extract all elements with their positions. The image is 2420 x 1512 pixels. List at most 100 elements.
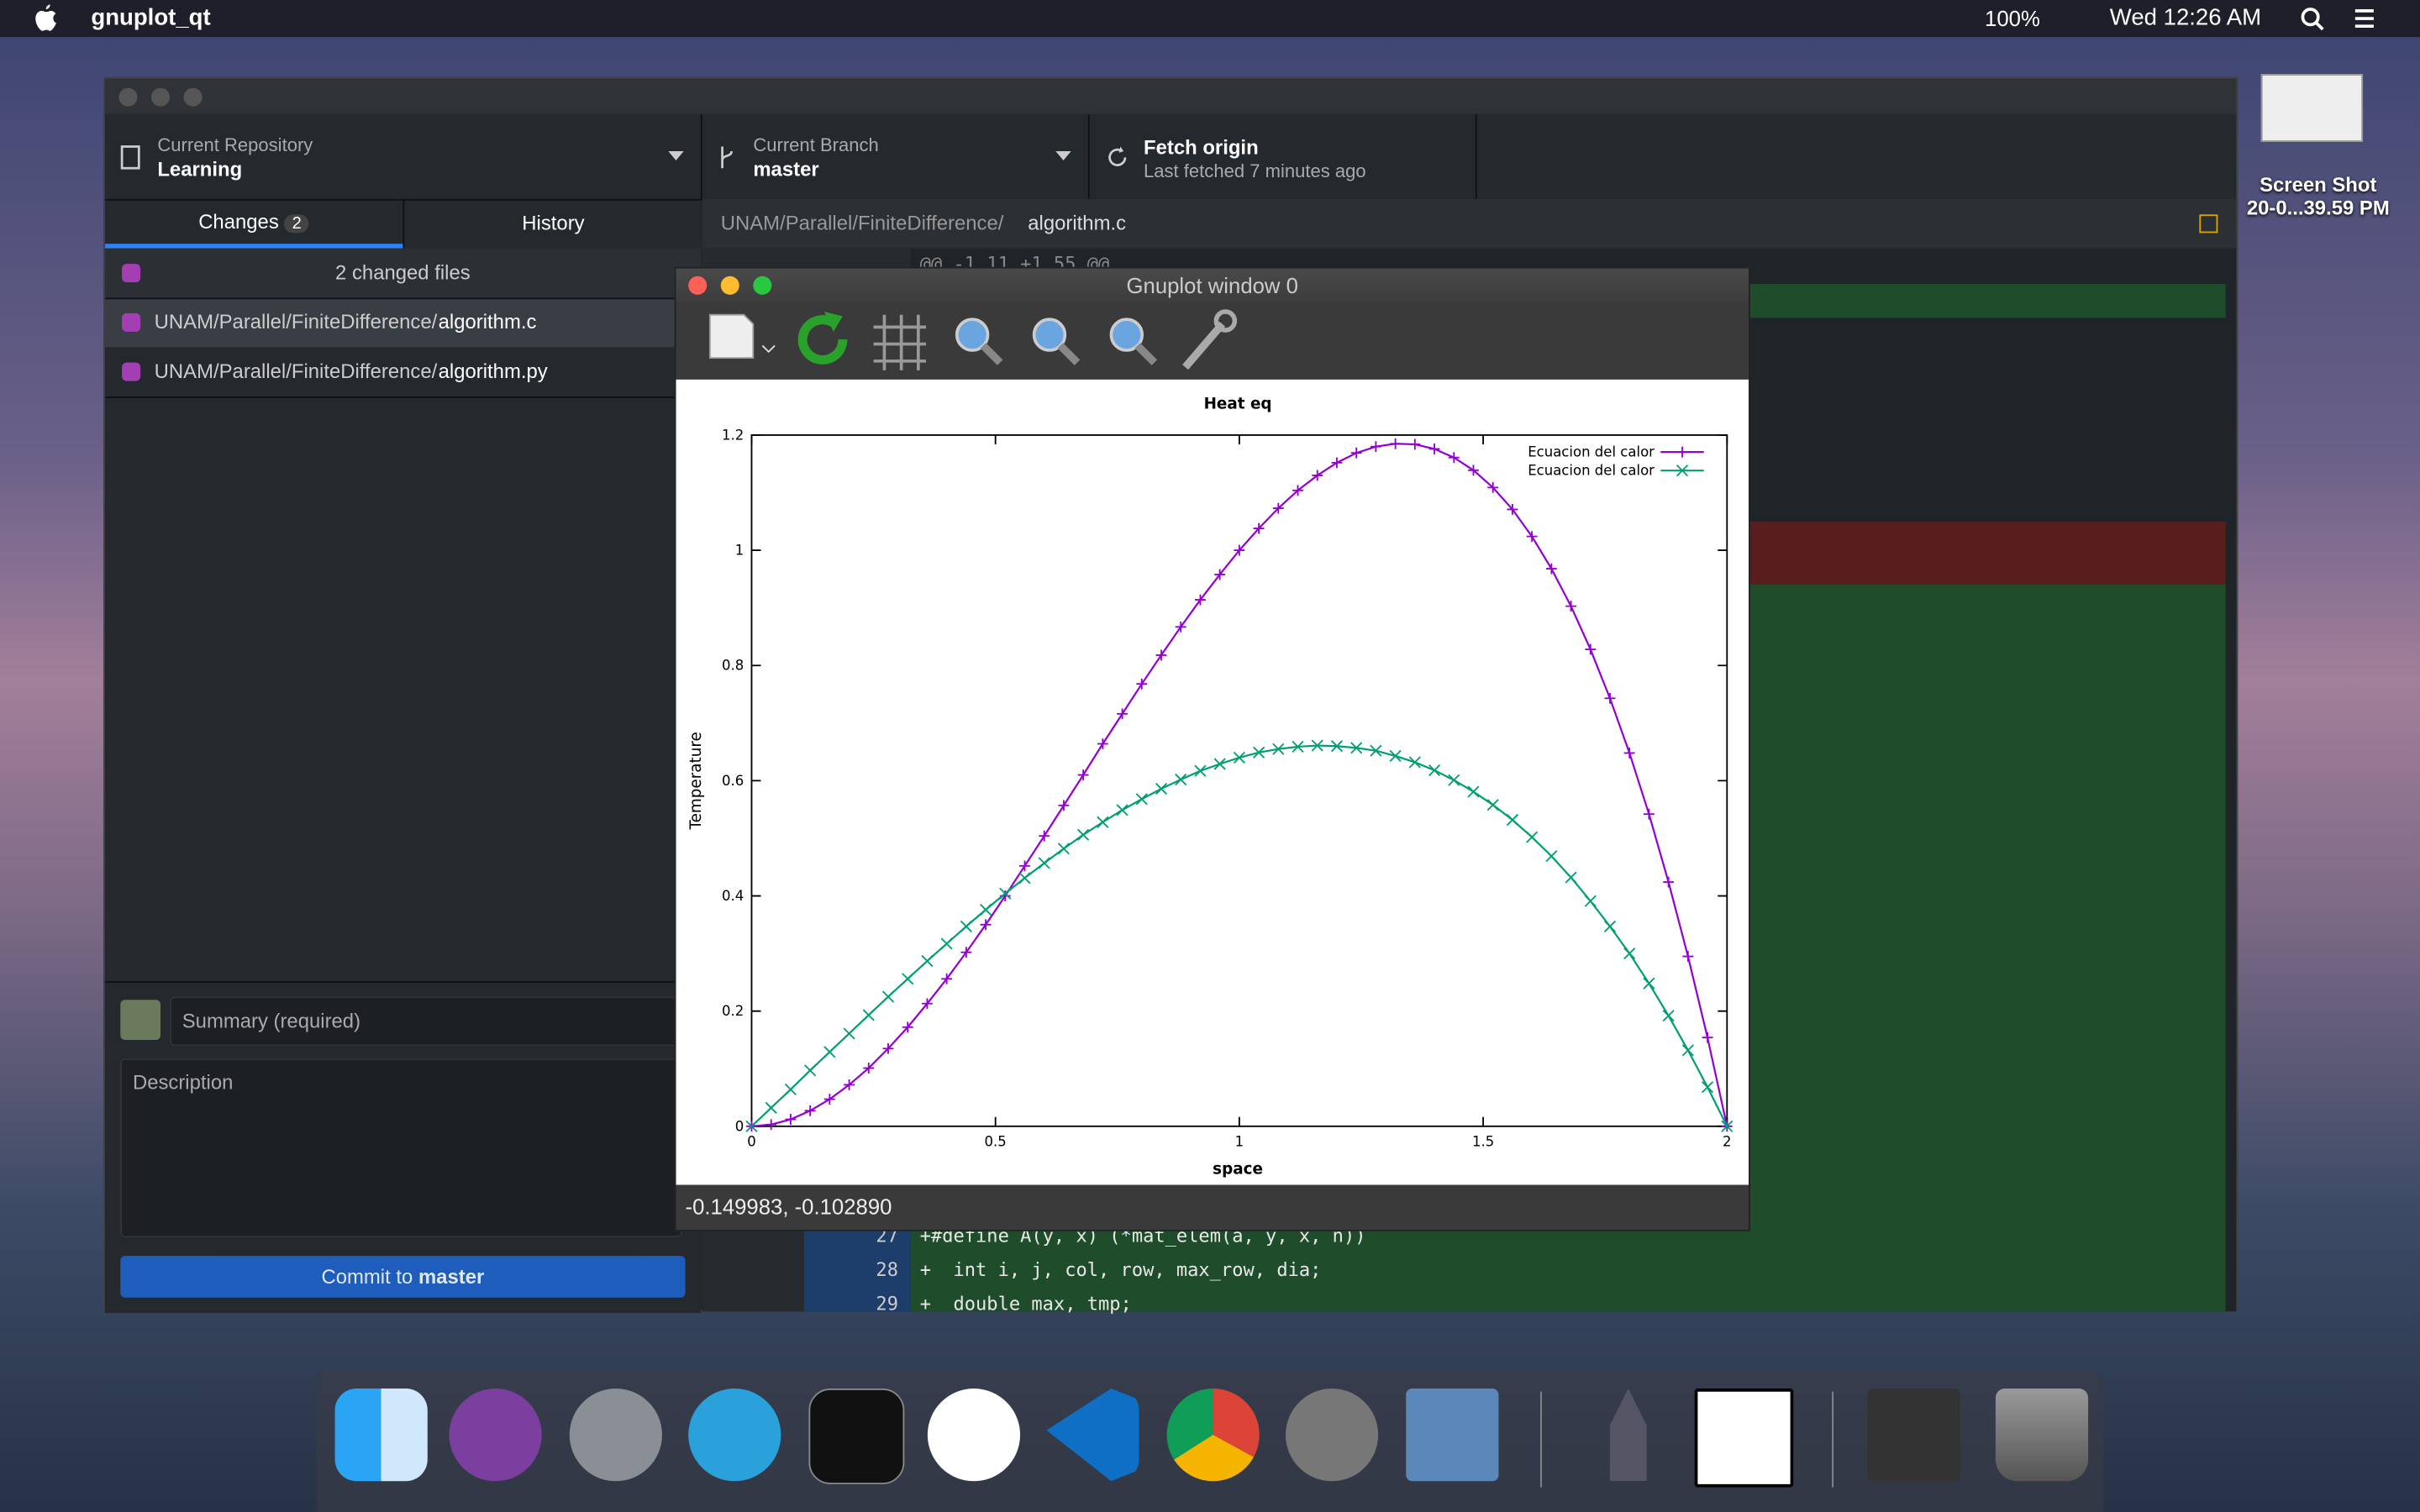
data-point bbox=[1292, 485, 1303, 496]
data-point bbox=[1370, 441, 1381, 453]
gnuplot-icon[interactable] bbox=[1694, 1389, 1794, 1488]
data-point bbox=[902, 1021, 913, 1033]
zoom-button[interactable] bbox=[753, 276, 772, 295]
modified-icon bbox=[2199, 214, 2218, 234]
file-label-line: Screen Shot bbox=[2260, 172, 2377, 197]
data-point bbox=[804, 1105, 816, 1116]
dock-separator bbox=[1540, 1391, 1542, 1488]
zoom-back-button[interactable] bbox=[955, 318, 1003, 365]
summary-input[interactable]: Summary (required) bbox=[170, 996, 682, 1047]
finder-icon[interactable] bbox=[334, 1389, 428, 1482]
close-button[interactable] bbox=[688, 276, 708, 295]
clock[interactable]: Wed 12:26 AM bbox=[2109, 4, 2262, 31]
replot-button[interactable] bbox=[797, 312, 848, 365]
data-point bbox=[922, 998, 933, 1010]
title-bar: Gnuplot window 0 bbox=[676, 268, 1749, 302]
select-all-checkbox[interactable] bbox=[122, 264, 141, 283]
vscode-icon[interactable] bbox=[1046, 1389, 1139, 1482]
grid-button[interactable] bbox=[873, 314, 927, 370]
export-button[interactable] bbox=[708, 313, 776, 360]
data-point bbox=[1038, 857, 1050, 869]
data-point bbox=[940, 937, 953, 950]
file-dir: UNAM/Parallel/FiniteDifference/ bbox=[154, 310, 438, 333]
branch-selector[interactable]: Current Branch master bbox=[702, 113, 1090, 199]
data-point bbox=[1292, 740, 1304, 753]
launchpad-icon[interactable] bbox=[569, 1389, 662, 1482]
status-bar: -0.149983, -0.102890 bbox=[676, 1184, 1749, 1230]
file-checkbox[interactable] bbox=[122, 312, 141, 332]
x-tick-label: 1.5 bbox=[1472, 1134, 1494, 1150]
github-desktop-icon[interactable] bbox=[449, 1389, 542, 1482]
data-point bbox=[785, 1114, 797, 1126]
sync-icon bbox=[1108, 146, 1127, 166]
settings-button[interactable] bbox=[1182, 309, 1238, 370]
commit-branch: master bbox=[418, 1265, 485, 1289]
description-input[interactable]: Description bbox=[120, 1058, 682, 1238]
data-point bbox=[1253, 746, 1265, 759]
repo-selector[interactable]: Current Repository Learning bbox=[105, 113, 702, 199]
system-preferences-icon[interactable] bbox=[1285, 1389, 1379, 1482]
battery[interactable]: 100% bbox=[1985, 6, 2040, 31]
data-point bbox=[1526, 831, 1539, 843]
toolbar: Current Repository Learning Current Bran… bbox=[104, 113, 2237, 201]
apple-menu[interactable] bbox=[34, 4, 58, 33]
file-checkbox[interactable] bbox=[122, 362, 141, 381]
zoom-reset-button[interactable] bbox=[1109, 318, 1158, 365]
screenshot-label[interactable]: Screen Shot 20-0...39.59 PM bbox=[2241, 173, 2396, 219]
commit-button[interactable]: Commit to master bbox=[120, 1256, 686, 1298]
tab-label: Changes bbox=[198, 209, 279, 234]
data-point bbox=[1643, 977, 1655, 990]
data-point bbox=[1195, 594, 1206, 606]
branch-name: master bbox=[753, 157, 819, 181]
screenshot-thumb[interactable] bbox=[2260, 74, 2364, 142]
minimize-button[interactable] bbox=[150, 87, 171, 107]
fetch-button[interactable]: Fetch origin Last fetched 7 minutes ago bbox=[1090, 113, 1477, 199]
line-number: 28 bbox=[876, 1258, 898, 1281]
data-point bbox=[1234, 544, 1245, 556]
data-point bbox=[804, 1064, 817, 1077]
history-tab[interactable]: History bbox=[402, 198, 702, 249]
terminal-icon[interactable] bbox=[808, 1389, 905, 1484]
data-point bbox=[1584, 895, 1597, 907]
commit-panel: Summary (required) Description Commit to… bbox=[104, 981, 701, 1314]
trash-icon[interactable] bbox=[1995, 1389, 2089, 1482]
data-point bbox=[1077, 828, 1090, 841]
y-tick-label: 1 bbox=[735, 543, 744, 559]
close-button[interactable] bbox=[118, 87, 138, 107]
data-point bbox=[1487, 481, 1499, 493]
preview-icon[interactable] bbox=[1406, 1389, 1499, 1482]
y-tick-label: 0.2 bbox=[722, 1003, 744, 1019]
telegram-icon[interactable] bbox=[688, 1389, 781, 1482]
y-tick-label: 1.2 bbox=[722, 427, 744, 443]
chrome-icon[interactable] bbox=[1166, 1389, 1260, 1482]
file-row[interactable]: UNAM/Parallel/FiniteDifference/algorithm… bbox=[104, 349, 701, 398]
y-tick-label: 0.6 bbox=[722, 773, 744, 789]
python-launcher-icon[interactable] bbox=[1609, 1389, 1647, 1482]
data-point bbox=[1370, 744, 1382, 757]
data-point bbox=[1097, 816, 1109, 828]
file-row[interactable]: UNAM/Parallel/FiniteDifference/algorithm… bbox=[104, 299, 701, 348]
zoom-forward-button[interactable] bbox=[1032, 318, 1081, 365]
data-point bbox=[1116, 804, 1128, 816]
zoom-button[interactable] bbox=[183, 87, 203, 107]
minimized-window[interactable] bbox=[1867, 1389, 1960, 1482]
legend-marker bbox=[1676, 465, 1689, 477]
window-title: Gnuplot window 0 bbox=[1126, 273, 1298, 298]
data-point bbox=[844, 1079, 855, 1090]
tick-tick-icon[interactable] bbox=[927, 1389, 1021, 1482]
summary-placeholder: Summary (required) bbox=[182, 1009, 361, 1032]
data-point bbox=[881, 990, 895, 1003]
changes-tab[interactable]: Changes 2 bbox=[104, 199, 403, 249]
data-point bbox=[745, 1120, 758, 1132]
data-point bbox=[1136, 678, 1148, 690]
branch-icon bbox=[721, 146, 733, 169]
legend-label: Ecuacion del calor bbox=[1528, 444, 1655, 460]
data-point bbox=[1117, 708, 1128, 720]
file-dir: UNAM/Parallel/FiniteDifference/ bbox=[154, 359, 438, 383]
changes-count: 2 bbox=[284, 214, 310, 234]
data-point bbox=[1682, 951, 1694, 962]
data-point bbox=[1662, 1010, 1675, 1022]
minimize-button[interactable] bbox=[720, 276, 739, 295]
app-name[interactable]: gnuplot_qt bbox=[91, 4, 211, 31]
line-number: 29 bbox=[876, 1293, 898, 1315]
